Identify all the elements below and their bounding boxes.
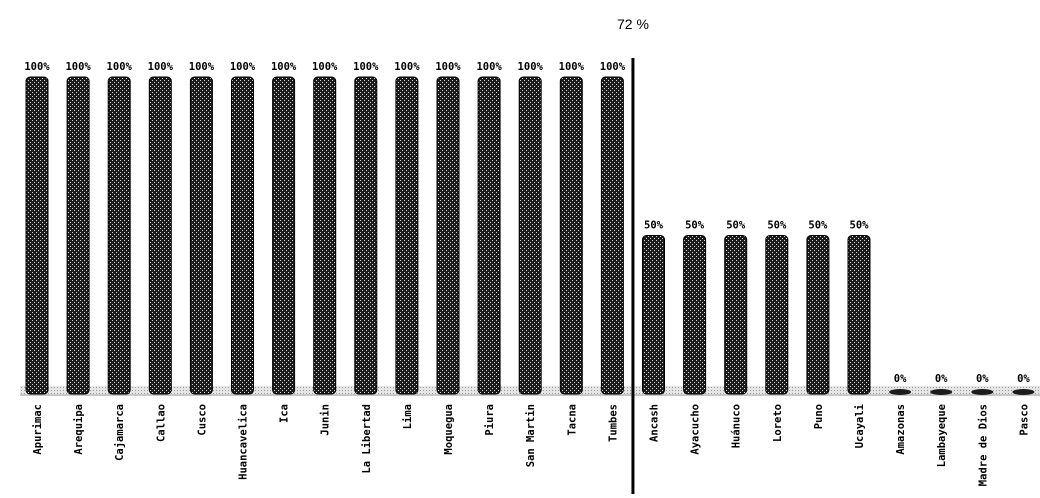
bar-huancavelica <box>231 76 254 395</box>
category-label: Ayacucho <box>690 404 702 455</box>
category-label: Madre de Dios <box>977 404 989 486</box>
value-label: 50% <box>644 220 664 232</box>
bar-moquegua <box>436 76 460 395</box>
bar-arequipa <box>66 76 90 395</box>
value-label: 100% <box>148 61 174 73</box>
bar-lima <box>395 76 419 395</box>
bar-tumbes <box>600 76 624 395</box>
value-label: 0% <box>976 373 989 385</box>
bar-loreto <box>765 235 789 395</box>
bar-tacna <box>559 76 583 395</box>
category-label: Piura <box>484 404 496 436</box>
bar-pasco <box>1012 389 1035 395</box>
value-label: 100% <box>65 61 91 73</box>
bars-layer <box>20 58 1040 494</box>
value-label: 0% <box>894 373 907 385</box>
category-label: Puno <box>813 404 825 429</box>
category-label: La Libertad <box>361 404 373 474</box>
category-label: Arequipa <box>73 404 85 455</box>
bar-la-libertad <box>354 76 378 395</box>
bar-callao <box>148 76 172 395</box>
average-label: 72 % <box>617 16 649 32</box>
bar-amazonas <box>889 389 912 395</box>
category-label: San Martin <box>525 404 537 467</box>
bar-madre-de-dios <box>971 389 994 395</box>
value-label: 0% <box>1017 373 1030 385</box>
bar-ucayali <box>847 235 871 395</box>
category-label: Cusco <box>196 404 208 436</box>
value-label: 50% <box>808 220 828 232</box>
category-label: Ica <box>279 404 291 423</box>
bar-huánuco <box>724 235 748 395</box>
category-label: Huánuco <box>731 404 743 448</box>
category-label: Moquegua <box>443 404 455 455</box>
value-label: 100% <box>353 61 379 73</box>
bar-puno <box>806 235 830 395</box>
value-label: 50% <box>850 220 870 232</box>
value-label: 0% <box>935 373 948 385</box>
bar-san-martin <box>518 76 542 395</box>
value-label: 100% <box>189 61 215 73</box>
bar-junin <box>313 76 337 395</box>
value-label: 100% <box>271 61 297 73</box>
value-label: 100% <box>230 61 256 73</box>
category-label: Tacna <box>566 404 578 436</box>
bar-ayacucho <box>683 235 707 395</box>
category-label: Callao <box>155 404 167 442</box>
value-label: 100% <box>107 61 133 73</box>
category-label: Lima <box>402 404 414 429</box>
category-label: Junin <box>320 404 332 436</box>
category-label: Ucayali <box>854 404 866 448</box>
category-label: Apurimac <box>32 404 44 455</box>
labels-layer: 100% Apurimac 100% Arequipa 100% Cajamarca 100… <box>24 16 1030 486</box>
category-label: Cajamarca <box>114 404 126 461</box>
category-label: Huancavelica <box>238 404 250 480</box>
bar-ica <box>272 76 296 395</box>
value-label: 100% <box>518 61 544 73</box>
category-label: Lambayeque <box>936 404 948 467</box>
value-label: 50% <box>726 220 746 232</box>
bar-ancash <box>642 235 665 395</box>
value-label: 100% <box>559 61 585 73</box>
bar-cajamarca <box>107 76 131 395</box>
category-label: Ancash <box>649 404 661 442</box>
bar-lambayeque <box>930 389 953 395</box>
category-label: Amazonas <box>895 404 907 455</box>
value-label: 100% <box>394 61 420 73</box>
value-label: 100% <box>600 61 626 73</box>
bar-apurimac <box>25 76 49 395</box>
category-label: Tumbes <box>607 404 619 442</box>
bar-cusco <box>189 76 213 395</box>
value-label: 100% <box>24 61 50 73</box>
value-label: 50% <box>767 220 787 232</box>
category-label: Pasco <box>1018 404 1030 436</box>
bar-piura <box>477 76 501 395</box>
category-label: Loreto <box>772 404 784 442</box>
value-label: 100% <box>435 61 461 73</box>
value-label: 100% <box>312 61 338 73</box>
value-label: 50% <box>685 220 705 232</box>
value-label: 100% <box>476 61 502 73</box>
